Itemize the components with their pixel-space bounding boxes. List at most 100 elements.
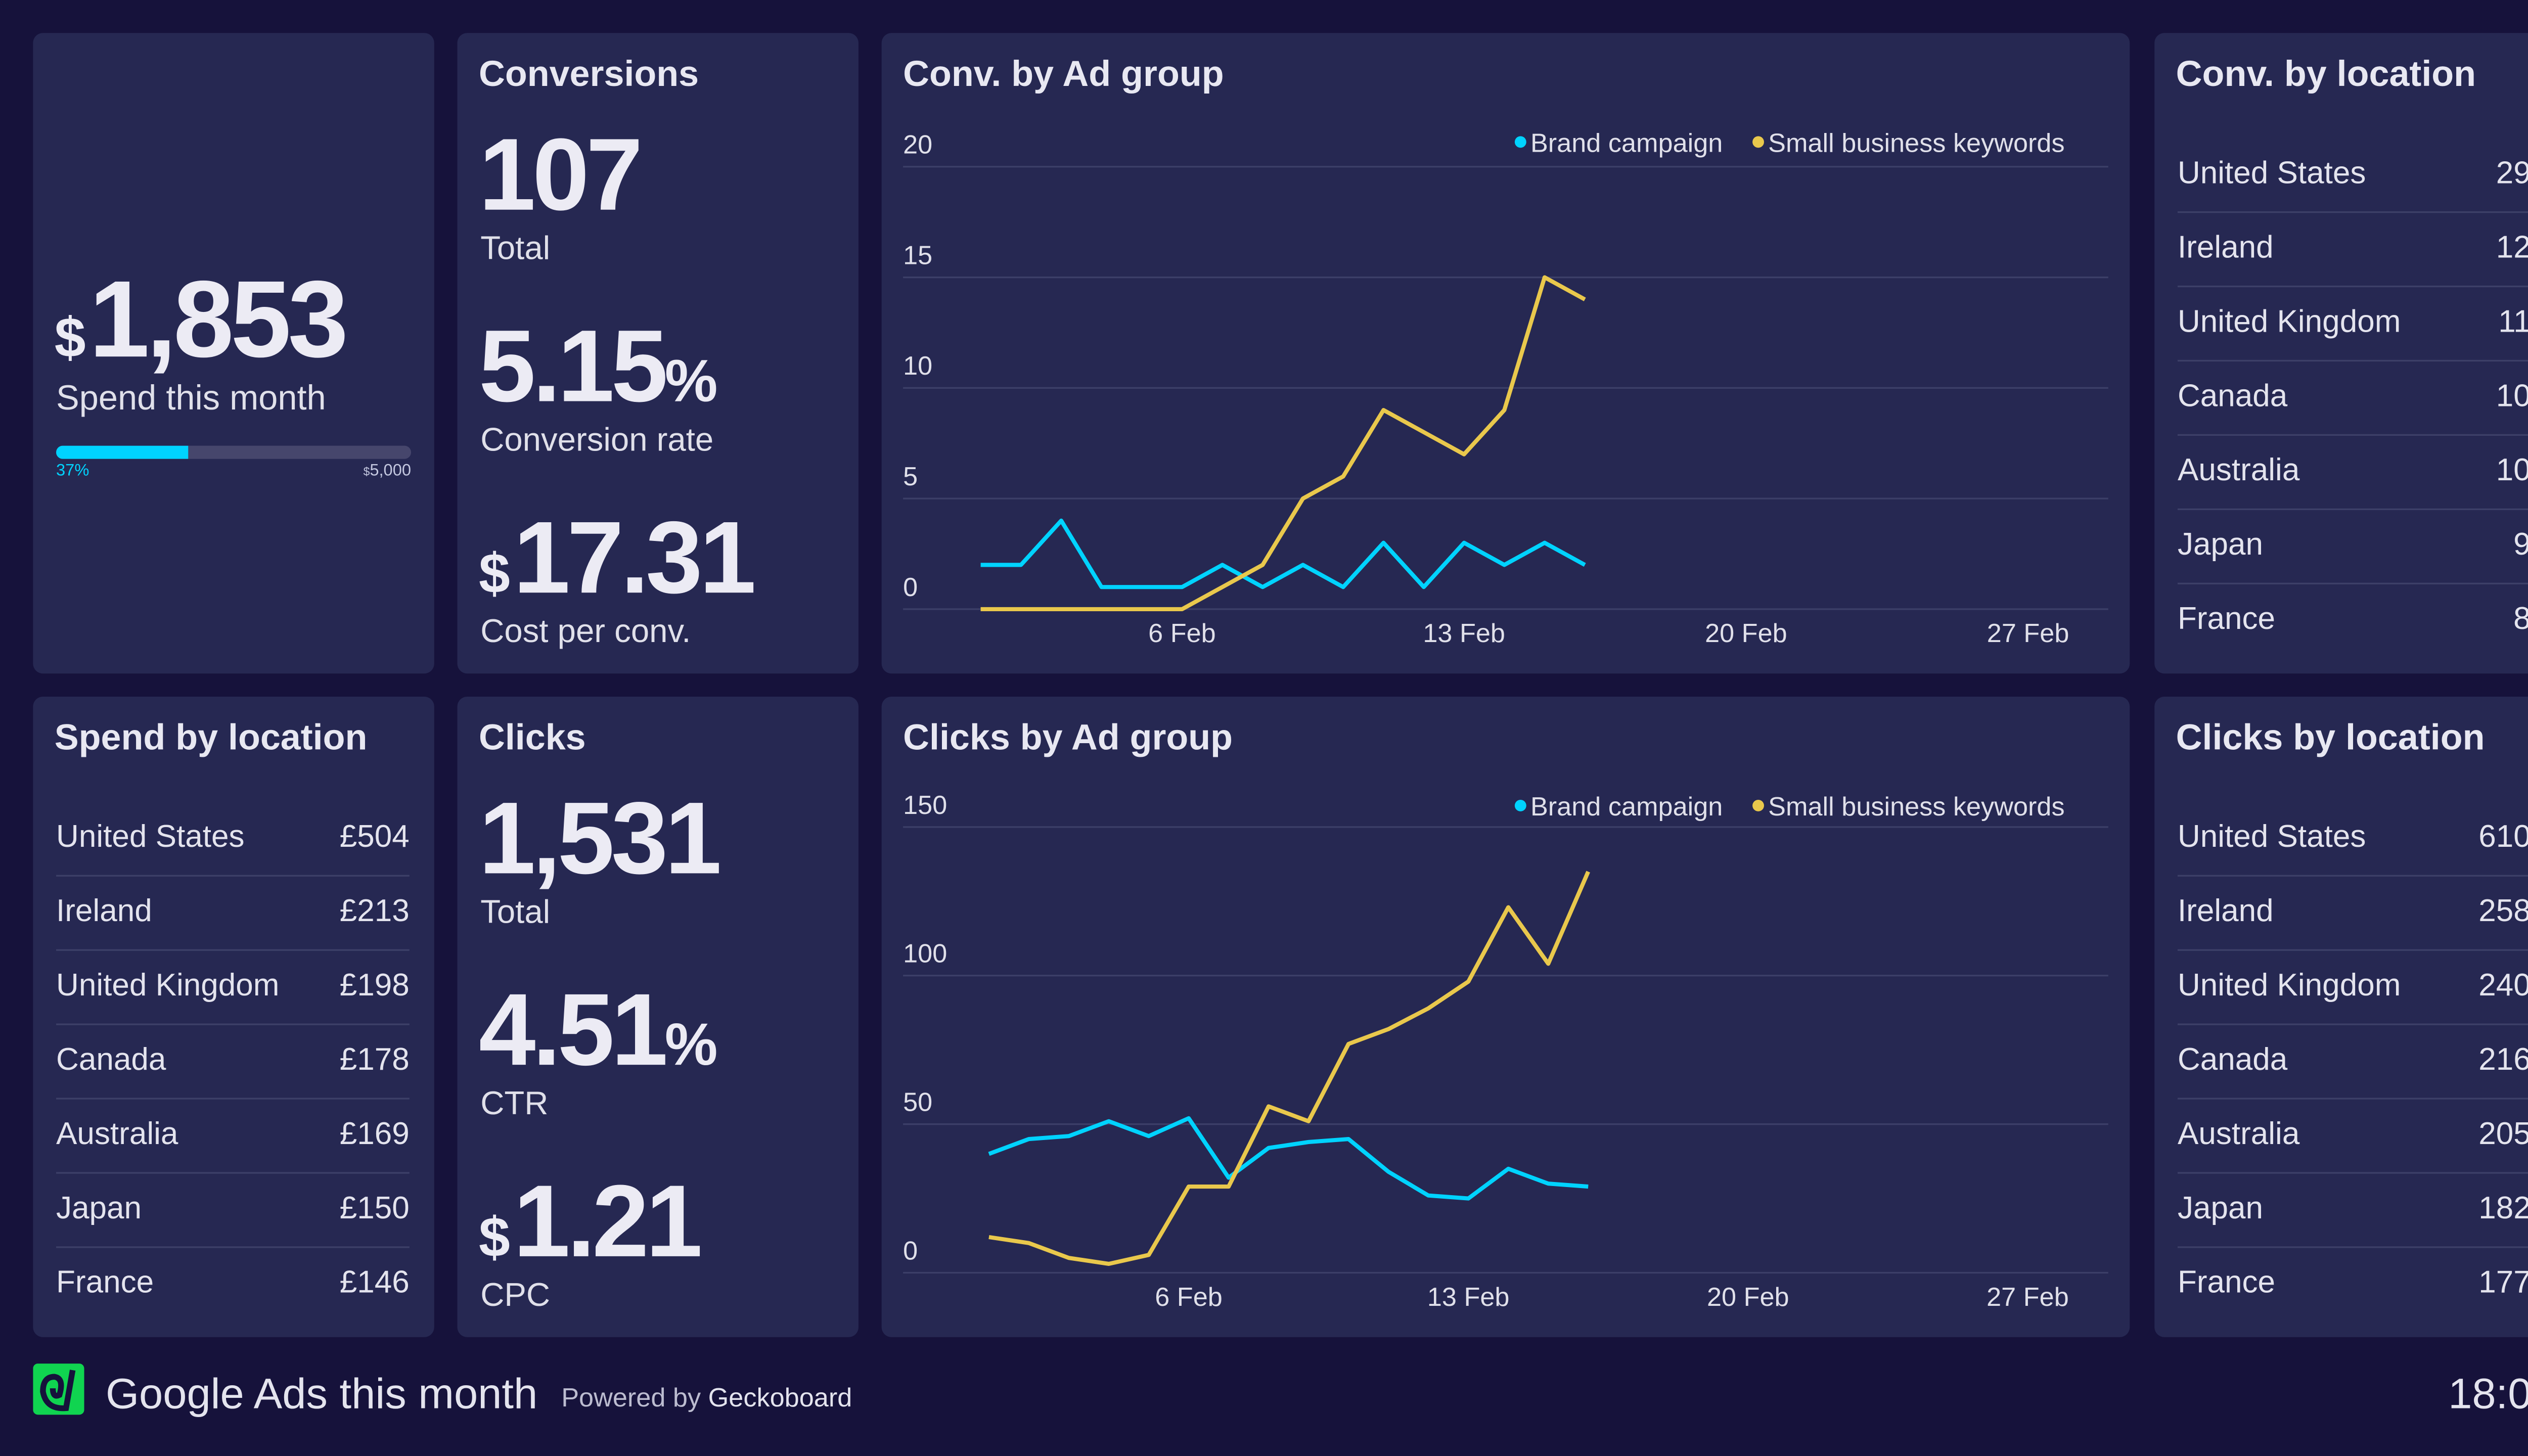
location-value: 9 <box>2513 528 2528 565</box>
legend-dot-icon <box>1752 800 1764 811</box>
conversion-rate: 5.15% <box>478 310 718 425</box>
location-name: Japan <box>2177 528 2264 563</box>
location-value: 205 <box>2478 1117 2528 1153</box>
panel-title: Clicks by Ad group <box>903 716 1233 758</box>
location-name: United States <box>2177 820 2366 855</box>
clicks-panel: Clicks 1,531 Total 4.51% CTR $1.21 CPC <box>457 696 859 1337</box>
location-name: Ireland <box>2177 894 2274 930</box>
clicks-by-ad-group-panel: Clicks by Ad group 0 50 100 150 6 Feb 13 Feb 2… <box>881 696 2130 1337</box>
legend-label: Brand campaign <box>1530 792 1723 822</box>
cpc-label: CPC <box>480 1278 551 1314</box>
location-name: United States <box>2177 157 2366 192</box>
location-value: 12 <box>2496 231 2528 266</box>
y-tick-label: 0 <box>903 573 918 602</box>
series-line-small-business-keywords <box>988 871 1590 1266</box>
location-name: Japan <box>56 1192 142 1227</box>
panel-title: Conv. by Ad group <box>903 53 1224 95</box>
location-name: Ireland <box>56 894 152 930</box>
location-value: 8 <box>2513 603 2528 639</box>
clicks-by-location-list: United States 610 Ireland 258 United Kingdom… <box>2177 802 2528 1321</box>
location-value: 216 <box>2478 1043 2528 1078</box>
clicks-by-location-panel: Clicks by location United States 610 Irela… <box>2154 696 2528 1337</box>
list-item: France 177 <box>2178 1248 2528 1321</box>
legend-dot-icon <box>1752 136 1764 148</box>
location-name: Australia <box>56 1117 178 1153</box>
x-tick-label: 13 Feb <box>1423 619 1505 648</box>
x-tick-label: 6 Feb <box>1155 1283 1223 1312</box>
legend-label: Small business keywords <box>1768 792 2064 822</box>
conversions-total-label: Total <box>480 231 551 267</box>
list-item: Japan 182 <box>2177 1174 2528 1248</box>
clicks-by-ad-group-chart: 0 50 100 150 6 Feb 13 Feb 20 Feb 27 Feb Brand ca… <box>903 791 2108 1312</box>
location-value: 11 <box>2498 305 2528 340</box>
list-item: Canada 216 <box>2177 1025 2528 1100</box>
location-name: United Kingdom <box>2177 305 2401 340</box>
location-name: Australia <box>2177 453 2300 489</box>
spend-progress-bar <box>56 445 412 459</box>
conv-by-location-panel: Conv. by location United States 29 Ireland… <box>2154 33 2528 674</box>
legend-label: Small business keywords <box>1768 128 2064 158</box>
panel-title: Spend by location <box>54 716 368 758</box>
clicks-total: 1,531 <box>478 782 722 897</box>
location-value: £169 <box>339 1117 410 1153</box>
spend-by-location-list: United States £504 Ireland £213 United Kingd… <box>56 802 410 1321</box>
location-value: 29 <box>2496 157 2528 192</box>
cpc-value: $1.21 <box>478 1165 703 1280</box>
location-value: £146 <box>339 1266 410 1301</box>
legend-dot-icon <box>1514 136 1526 148</box>
list-item: Japan £150 <box>56 1174 410 1248</box>
list-item: Australia 10 <box>2177 436 2528 510</box>
conversion-rate-label: Conversion rate <box>480 422 714 459</box>
list-item: United States 610 <box>2177 802 2528 877</box>
x-tick-label: 20 Feb <box>1705 619 1787 648</box>
powered-by[interactable]: Powered by Geckoboard <box>561 1385 852 1414</box>
location-name: Australia <box>2177 1117 2300 1153</box>
y-tick-label: 150 <box>903 791 947 820</box>
panel-title: Conversions <box>478 53 699 95</box>
conversions-panel: Conversions 107 Total 5.15% Conversion r… <box>457 33 859 674</box>
location-value: £178 <box>339 1043 410 1078</box>
list-item: Australia 205 <box>2177 1100 2528 1174</box>
y-tick-label: 10 <box>903 351 932 381</box>
x-tick-label: 27 Feb <box>1987 1283 2069 1312</box>
series-line-small-business-keywords <box>980 275 1586 611</box>
location-name: United Kingdom <box>2177 969 2401 1004</box>
dashboard-title: Google Ads this month <box>105 1368 538 1418</box>
location-value: £504 <box>339 820 410 855</box>
list-item: United Kingdom 240 <box>2177 951 2528 1025</box>
series-line-brand-campaign <box>980 518 1586 589</box>
y-tick-label: 15 <box>903 241 932 270</box>
spend-by-location-panel: Spend by location United States £504 Irela… <box>33 696 434 1337</box>
location-name: Canada <box>56 1043 166 1078</box>
location-value: £150 <box>339 1192 410 1227</box>
location-name: Ireland <box>2177 231 2274 266</box>
list-item: United States 29 <box>2177 139 2528 213</box>
list-item: France 8 <box>2178 584 2528 657</box>
y-tick-label: 50 <box>903 1088 932 1117</box>
spend-value: $1,853 <box>54 257 349 380</box>
location-name: France <box>56 1266 154 1301</box>
list-item: Ireland £213 <box>56 877 410 951</box>
list-item: Canada 10 <box>2177 361 2528 436</box>
spend-label: Spend this month <box>56 380 326 418</box>
y-tick-label: 20 <box>903 130 932 160</box>
location-name: United States <box>56 820 245 855</box>
location-value: 182 <box>2478 1192 2528 1227</box>
list-item: Ireland 12 <box>2177 213 2528 288</box>
location-value: 10 <box>2496 453 2528 489</box>
conv-by-ad-group-chart: 0 5 10 15 20 6 Feb 13 Feb 20 Feb 27 Feb Brand cam… <box>903 128 2108 648</box>
legend-label: Brand campaign <box>1530 128 1723 158</box>
list-item: United States £504 <box>56 802 410 877</box>
legend-dot-icon <box>1514 800 1526 811</box>
location-value: £213 <box>339 894 410 930</box>
cost-per-conversion: $17.31 <box>478 502 756 616</box>
x-tick-label: 20 Feb <box>1707 1283 1789 1312</box>
list-item: Ireland 258 <box>2177 877 2528 951</box>
progress-goal: $5,000 <box>363 462 412 481</box>
x-tick-label: 27 Feb <box>1987 619 2069 648</box>
geckoboard-logo-icon <box>33 1363 84 1415</box>
progress-percent: 37% <box>56 462 89 481</box>
location-value: 240 <box>2478 969 2528 1004</box>
list-item: Australia £169 <box>56 1100 410 1174</box>
